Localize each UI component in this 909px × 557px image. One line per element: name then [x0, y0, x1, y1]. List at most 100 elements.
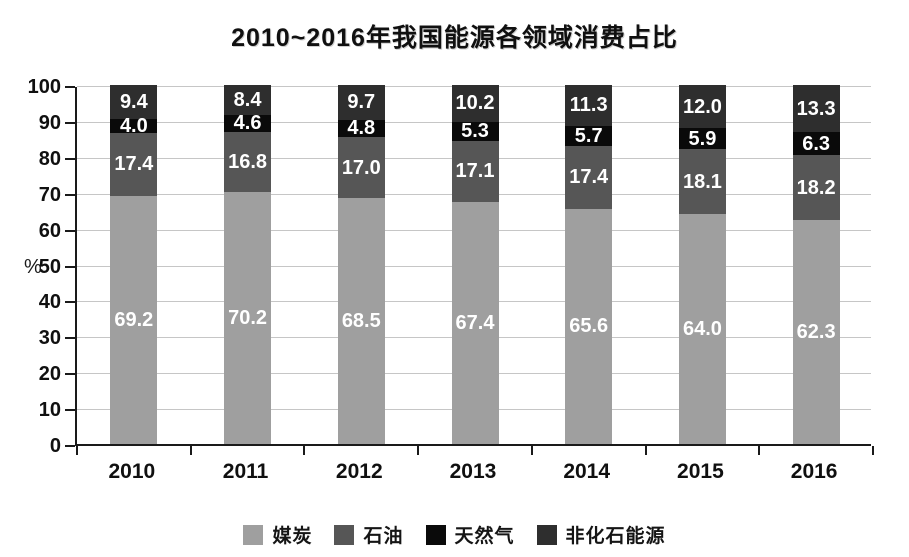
y-axis-tick-40 — [65, 301, 75, 304]
x-axis-category-label-2016: 2016 — [790, 460, 838, 483]
bar-value-label: 17.4 — [569, 166, 609, 189]
bar-value-label: 69.2 — [114, 308, 154, 331]
bar-segment-非化石能源-2011: 8.4 — [224, 85, 272, 116]
y-axis-tick-label-100: 100 — [27, 76, 61, 98]
bar-segment-石油-2015: 18.1 — [678, 149, 726, 215]
y-axis-tick-label-50: 50 — [38, 255, 61, 278]
stacked-bar-2016: 62.3 18.2 6.3 13.3 — [792, 84, 840, 444]
legend-label: 天然气 — [454, 526, 515, 547]
bar-value-label: 4.0 — [119, 114, 148, 137]
bar-segment-天然气-2011: 4.6 — [224, 112, 272, 135]
bar-value-label: 68.5 — [341, 310, 381, 333]
y-axis-tick-label-30: 30 — [38, 327, 61, 350]
y-axis-tick-label-0: 0 — [49, 435, 61, 457]
bar-segment-石油-2014: 17.4 — [565, 146, 613, 209]
y-axis-tick-label-90: 90 — [38, 111, 61, 134]
y-axis-unit-label: % — [24, 256, 42, 278]
legend-swatch-icon — [536, 524, 557, 545]
x-axis-tick-0 — [76, 446, 78, 455]
legend-label: 媒炭 — [272, 526, 313, 547]
stacked-bar-2015: 64.0 18.1 5.9 12.0 — [678, 85, 726, 444]
bar-value-label: 13.3 — [796, 97, 836, 120]
bar-value-label: 64.0 — [682, 318, 722, 341]
bar-segment-石油-2012: 17.0 — [337, 137, 385, 199]
bar-value-label: 18.2 — [796, 176, 836, 199]
stacked-bar-2013: 67.4 17.1 5.3 10.2 — [451, 85, 499, 444]
x-axis-tick-4 — [531, 446, 533, 455]
bar-segment-非化石能源-2013: 10.2 — [451, 85, 499, 122]
y-axis-tick-30 — [65, 337, 75, 340]
y-axis-tick-20 — [65, 373, 75, 376]
bar-segment-石油-2016: 18.2 — [792, 155, 840, 221]
x-axis-tick-2 — [303, 446, 305, 455]
bar-value-label: 11.3 — [569, 94, 608, 117]
bar-value-label: 5.7 — [574, 124, 603, 147]
bar-segment-非化石能源-2014: 11.3 — [565, 85, 613, 126]
bar-value-label: 17.1 — [455, 160, 495, 183]
plot-area: 0 10 20 30 40 50 60 70 80 90 100 69.2 17.4 4.0 9.4 70.2… — [28, 77, 874, 456]
bar-segment-非化石能源-2016: 13.3 — [792, 84, 840, 133]
y-axis-tick-100 — [65, 86, 75, 88]
bar-value-label: 17.0 — [341, 156, 381, 179]
legend-label: 非化石能源 — [565, 526, 666, 547]
bar-segment-媒炭-2013: 67.4 — [451, 202, 499, 444]
bar-segment-天然气-2014: 5.7 — [565, 124, 613, 147]
x-axis-tick-7 — [872, 446, 874, 455]
bar-value-label: 17.4 — [114, 153, 154, 176]
x-axis-tick-5 — [645, 446, 647, 455]
legend-item-非化石能源: 非化石能源 — [536, 521, 666, 548]
y-axis-tick-70 — [65, 193, 75, 196]
bar-segment-石油-2010: 17.4 — [110, 133, 158, 196]
stacked-bar-2010: 69.2 17.4 4.0 9.4 — [110, 85, 158, 444]
x-axis-category-label-2015: 2015 — [677, 460, 724, 483]
legend-label: 石油 — [363, 526, 404, 547]
bar-value-label: 4.8 — [347, 117, 376, 140]
bar-segment-非化石能源-2015: 12.0 — [678, 85, 726, 129]
legend-item-石油: 石油 — [334, 521, 403, 548]
bar-value-label: 62.3 — [796, 321, 836, 344]
bar-value-label: 8.4 — [233, 89, 262, 112]
bar-segment-石油-2011: 16.8 — [224, 131, 272, 192]
bar-segment-媒炭-2012: 68.5 — [337, 198, 385, 444]
y-axis-tick-label-40: 40 — [38, 291, 61, 314]
bar-value-label: 4.6 — [233, 112, 262, 135]
legend-item-天然气: 天然气 — [425, 521, 515, 548]
bar-value-label: 18.1 — [682, 170, 722, 193]
bar-segment-媒炭-2011: 70.2 — [224, 191, 272, 444]
bar-value-label: 9.4 — [119, 90, 148, 113]
x-axis-tick-6 — [758, 446, 760, 455]
bar-segment-天然气-2010: 4.0 — [110, 114, 158, 137]
stacked-bar-2014: 65.6 17.4 5.7 11.3 — [565, 85, 613, 444]
y-axis-tick-label-70: 70 — [38, 183, 61, 206]
bar-value-label: 16.8 — [228, 150, 268, 173]
bar-value-label: 5.3 — [461, 120, 489, 143]
stacked-bar-2011: 70.2 16.8 4.6 8.4 — [224, 85, 272, 444]
y-axis-tick-label-80: 80 — [38, 147, 61, 170]
legend: 媒炭 石油 天然气 非化石能源 — [0, 521, 909, 548]
x-axis-tick-3 — [417, 446, 419, 455]
bar-segment-石油-2013: 17.1 — [451, 140, 499, 203]
bar-segment-非化石能源-2010: 9.4 — [110, 85, 158, 119]
bar-value-label: 10.2 — [455, 92, 495, 115]
legend-item-媒炭: 媒炭 — [243, 521, 312, 548]
x-axis-category-label-2013: 2013 — [449, 460, 497, 483]
bar-segment-媒炭-2016: 62.3 — [792, 220, 840, 444]
bar-segment-天然气-2013: 5.3 — [451, 120, 499, 143]
y-axis-tick-label-60: 60 — [38, 219, 61, 242]
y-axis-tick-10 — [65, 409, 75, 412]
y-axis-tick-80 — [65, 157, 75, 160]
x-axis-category-label-2012: 2012 — [335, 460, 383, 483]
chart-title: 2010~2016年我国能源各领域消费占比 — [231, 24, 678, 52]
legend-swatch-icon — [334, 524, 355, 545]
bar-segment-非化石能源-2012: 9.7 — [337, 85, 385, 120]
bar-segment-天然气-2016: 6.3 — [792, 132, 840, 156]
bar-segment-天然气-2015: 5.9 — [678, 128, 726, 150]
y-axis-tick-0 — [65, 445, 75, 447]
bar-value-label: 65.6 — [569, 315, 609, 338]
x-axis-category-label-2010: 2010 — [108, 460, 156, 483]
legend-swatch-icon — [425, 524, 446, 545]
bar-segment-天然气-2012: 4.8 — [337, 117, 385, 140]
stacked-bar-2012: 68.5 17.0 4.8 9.7 — [337, 85, 385, 444]
x-axis-category-label-2014: 2014 — [563, 460, 611, 483]
